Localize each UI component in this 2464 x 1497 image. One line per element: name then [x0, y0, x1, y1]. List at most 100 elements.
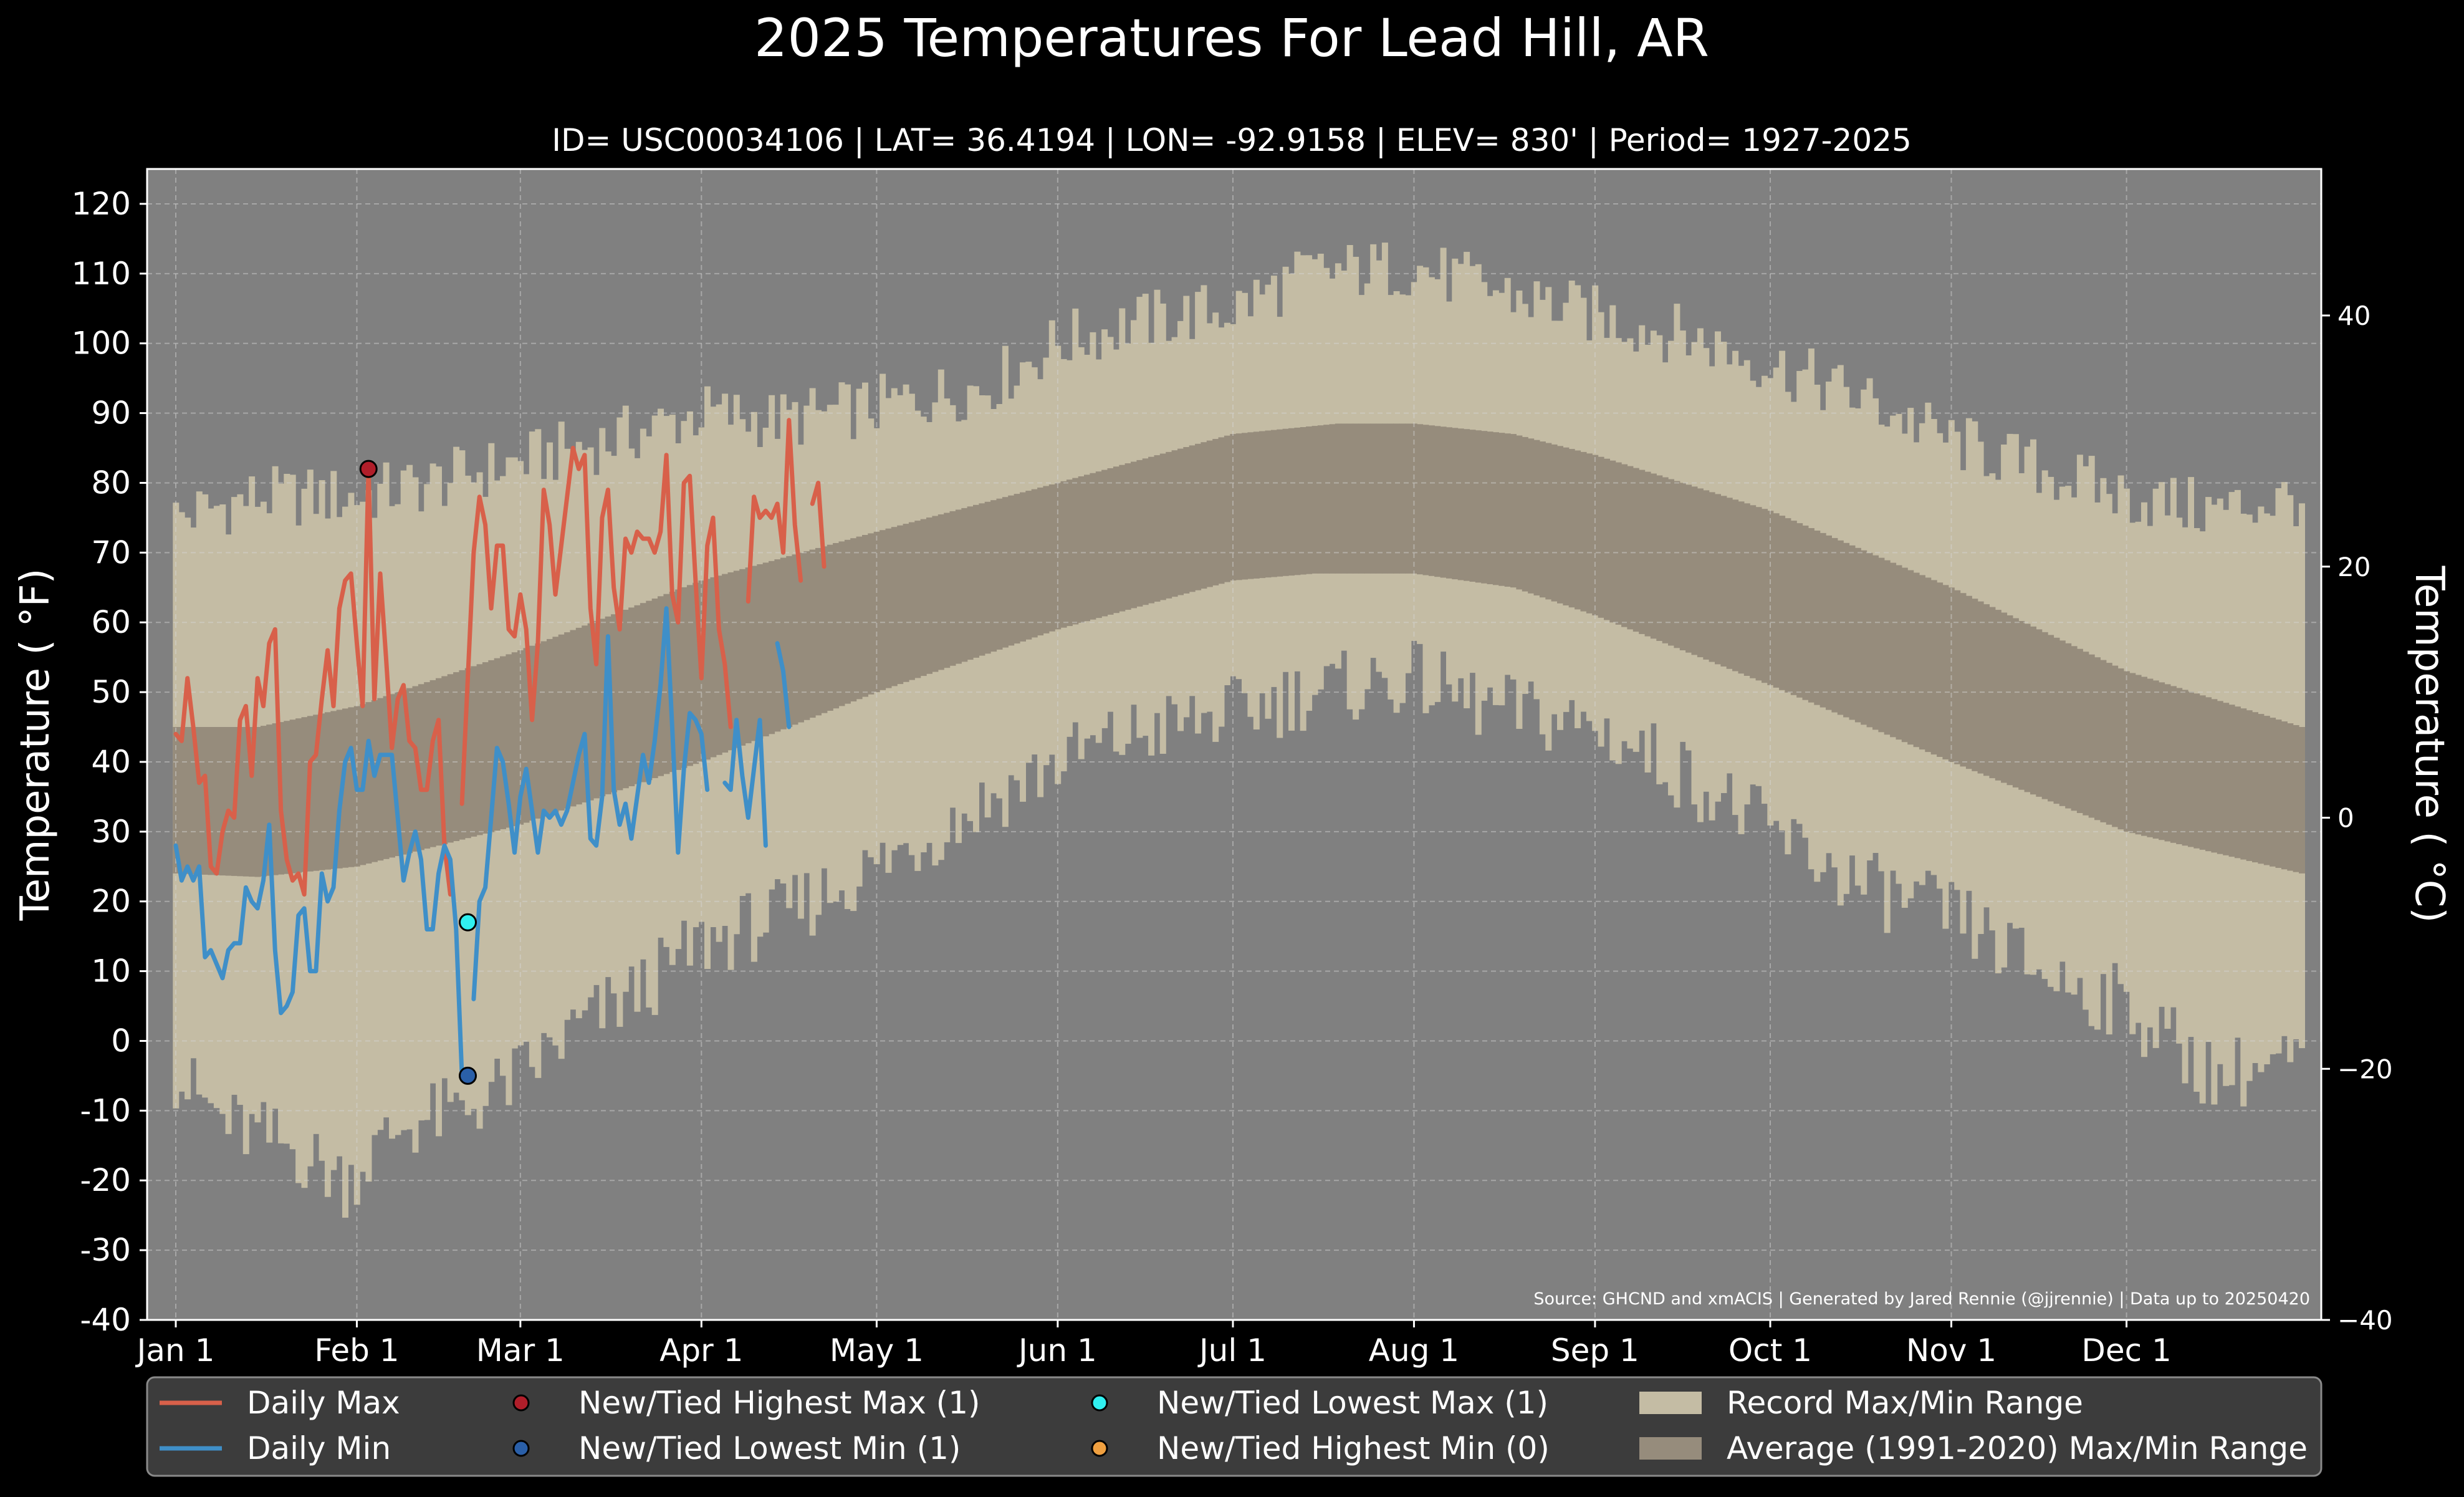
normal-range-bar [914, 521, 921, 678]
normal-range-bar [2234, 706, 2241, 859]
normal-range-bar [2065, 643, 2072, 809]
normal-range-bar [1960, 593, 1967, 767]
normal-range-bar [903, 524, 909, 682]
normal-range-bar [651, 599, 658, 778]
normal-range-bar [1551, 444, 1558, 602]
tick-label-left: 110 [72, 256, 131, 292]
normal-range-bar [242, 727, 249, 877]
normal-range-bar [1878, 557, 1885, 733]
normal-range-bar [190, 727, 197, 875]
normal-range-bar [219, 727, 226, 876]
normal-range-bar [1826, 535, 1832, 710]
daily-min-line [775, 641, 792, 729]
normal-range-bar [2094, 657, 2101, 821]
normal-range-bar [2018, 621, 2025, 790]
tick-label-left: 60 [91, 604, 131, 640]
normal-range-bar [1235, 433, 1242, 580]
normal-range-bar [2246, 710, 2253, 861]
normal-range-bar [1399, 423, 1406, 574]
tick-label-left: -10 [80, 1092, 131, 1129]
tick-label-left: 50 [91, 674, 131, 710]
normal-range-bar [453, 672, 460, 841]
daily-lines [173, 418, 827, 1078]
source-note: Source: GHCND and xmACIS | Generated by … [1533, 1289, 2310, 1309]
normal-range-bar [786, 556, 793, 727]
normal-range-bar [208, 727, 214, 875]
tick-label-left: 100 [72, 325, 131, 362]
normal-range-bar [1930, 580, 1937, 755]
normal-range-bar [1253, 431, 1260, 579]
daily-min-line [722, 718, 768, 848]
normal-range-bar [1014, 494, 1020, 644]
normal-range-bar [1131, 461, 1137, 609]
normal-range-bar [1440, 426, 1447, 578]
tick-label-x: Jan 1 [135, 1332, 215, 1369]
normal-range-bar [1790, 521, 1797, 695]
normal-range-bar [377, 698, 384, 861]
normal-range-bar [1212, 439, 1219, 585]
normal-range-bar [1434, 426, 1441, 577]
tick-label-x: Mar 1 [476, 1332, 565, 1369]
normal-range-bar [1522, 436, 1528, 592]
plot-frame [146, 168, 2323, 1321]
legend-label: New/Tied Lowest Min (1) [578, 1430, 961, 1466]
normal-range-bar [2263, 716, 2270, 865]
normal-range-bar [739, 569, 746, 746]
normal-range-bar [2182, 690, 2188, 846]
normal-range-bar [1247, 432, 1254, 579]
normal-range-bar [1487, 431, 1493, 584]
normal-range-bar [885, 528, 892, 688]
normal-range-bar [1206, 440, 1213, 587]
normal-range-bar [1580, 451, 1587, 612]
daily-max-line [173, 466, 453, 897]
normal-range-bar [506, 654, 512, 828]
normal-range-bar [272, 723, 279, 875]
normal-range-bar [1685, 484, 1692, 653]
normal-range-bar [313, 715, 320, 871]
tick-label-x: Dec 1 [2081, 1332, 2171, 1369]
normal-range-bar [523, 648, 530, 823]
normal-range-bar [996, 498, 1003, 650]
normal-range-bar [336, 710, 343, 869]
normal-range-bar [967, 506, 974, 660]
normal-range-bar [260, 726, 267, 877]
chart-title: 2025 Temperatures For Lead Hill, AR [754, 7, 1709, 69]
normal-range-bar [1983, 604, 1990, 776]
normal-range-bar [1762, 509, 1768, 683]
tick-label-x: May 1 [830, 1332, 924, 1369]
normal-range-bar [838, 541, 845, 706]
normal-range-bar [686, 585, 693, 766]
normal-range-bar [2036, 629, 2043, 797]
normal-range-bar [663, 594, 670, 774]
normal-range-bar [897, 525, 904, 685]
normal-range-bar [850, 538, 857, 701]
normal-range-bar [2252, 712, 2258, 863]
normal-range-bar [1201, 442, 1207, 589]
normal-range-bar [529, 645, 535, 821]
right-axis: 40 20 0 −20 −40 [2321, 301, 2393, 1336]
daily-max-line [459, 446, 733, 806]
legend-label: New/Tied Lowest Max (1) [1157, 1385, 1548, 1421]
x-axis: Jan 1 Feb 1 Mar 1 Apr 1 May 1 Jun 1 Jul 1 Aug 1… [135, 1320, 2172, 1369]
normal-range-bar [1154, 455, 1161, 602]
normal-range-bar [1743, 503, 1750, 676]
normal-range-bar [693, 582, 699, 764]
normal-range-bar [920, 519, 927, 676]
tick-label-left: 90 [91, 395, 131, 431]
normal-range-bar [464, 668, 471, 839]
legend-label: New/Tied Highest Min (0) [1157, 1430, 1550, 1466]
normal-range-bar [827, 544, 833, 711]
normal-range-bar [1195, 443, 1202, 590]
normal-range-bar [2048, 635, 2054, 802]
normal-range-bar [1306, 426, 1313, 574]
normal-range-bar [2287, 723, 2294, 871]
normal-range-bar [1469, 430, 1476, 582]
normal-range-bar [2006, 615, 2013, 786]
normal-range-bar [599, 619, 606, 797]
normal-range-bar [862, 535, 868, 697]
normal-range-bar [447, 674, 454, 843]
normal-range-bar [1002, 497, 1009, 648]
normal-range-bar [2012, 618, 2019, 787]
normal-range-bar [1428, 425, 1435, 576]
